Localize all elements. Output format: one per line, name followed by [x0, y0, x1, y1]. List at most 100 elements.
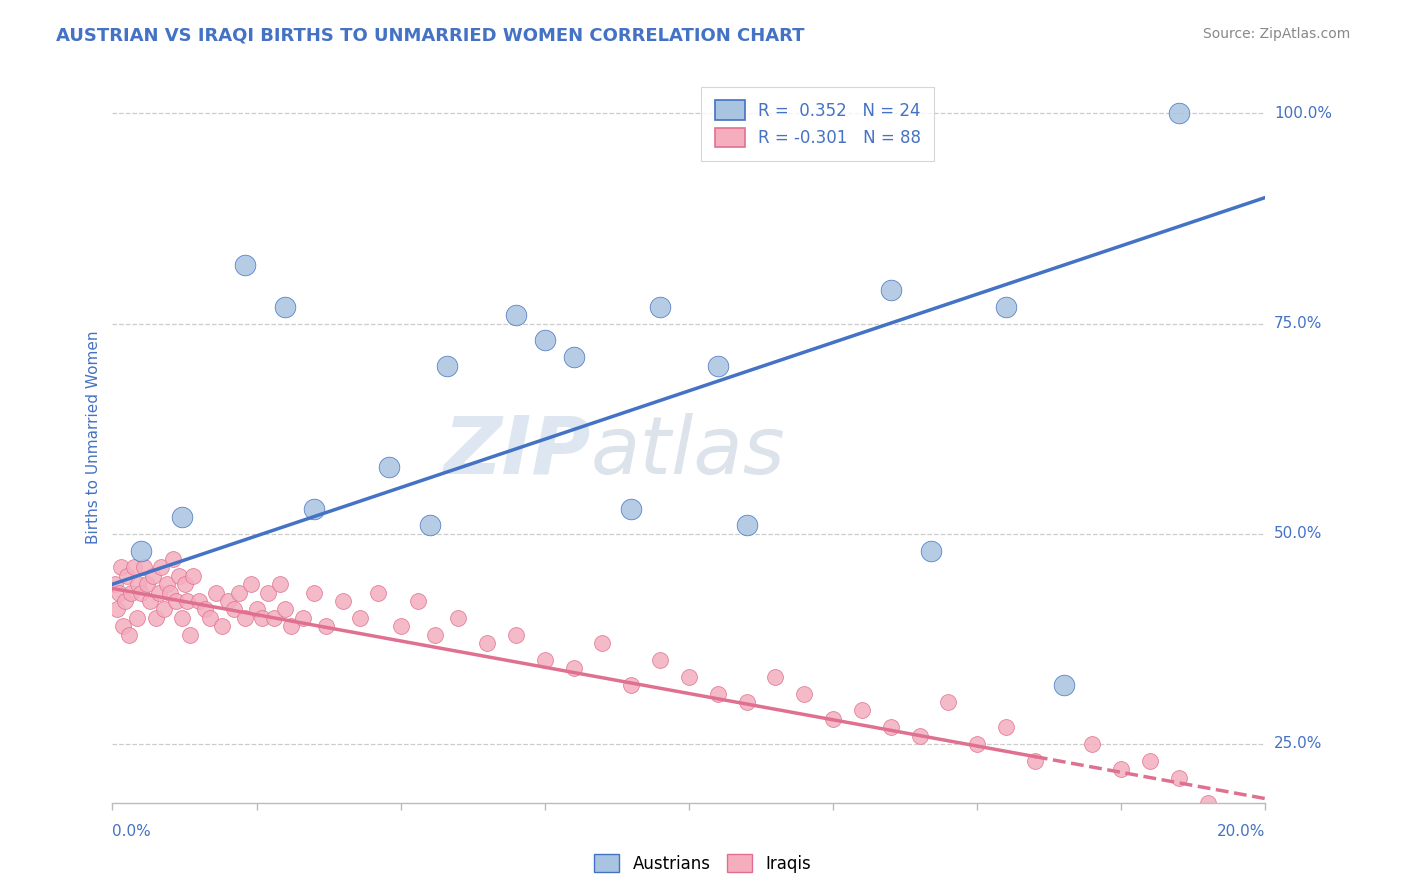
Point [139, 594, 162, 608]
Point [562, 350, 585, 364]
Point [1168, 106, 1191, 120]
Point [332, 594, 354, 608]
Point [127, 577, 149, 591]
Point [217, 594, 239, 608]
Point [1197, 796, 1219, 810]
Point [142, 569, 165, 583]
Point [447, 611, 470, 625]
Point [851, 703, 873, 717]
Point [117, 627, 139, 641]
Point [129, 585, 153, 599]
Text: atlas: atlas [591, 413, 786, 491]
Point [1254, 847, 1277, 861]
Point [367, 585, 389, 599]
Point [145, 611, 167, 625]
Point [274, 300, 297, 314]
Point [179, 627, 201, 641]
Point [349, 611, 371, 625]
Text: Source: ZipAtlas.com: Source: ZipAtlas.com [1202, 27, 1350, 41]
Point [211, 619, 233, 633]
Point [735, 695, 758, 709]
Point [920, 543, 942, 558]
Point [200, 611, 222, 625]
Point [153, 602, 176, 616]
Point [1111, 762, 1133, 776]
Point [650, 653, 672, 667]
Point [534, 334, 557, 348]
Point [995, 720, 1018, 734]
Legend: R =  0.352   N = 24, R = -0.301   N = 88: R = 0.352 N = 24, R = -0.301 N = 88 [702, 87, 934, 161]
Point [406, 594, 429, 608]
Point [111, 619, 134, 633]
Point [134, 560, 156, 574]
Point [173, 577, 195, 591]
Point [908, 729, 931, 743]
Point [1053, 678, 1076, 692]
Point [263, 611, 285, 625]
Point [291, 611, 314, 625]
Point [304, 501, 326, 516]
Point [707, 686, 730, 700]
Point [252, 611, 274, 625]
Point [765, 670, 787, 684]
Point [150, 560, 173, 574]
Point [156, 577, 179, 591]
Point [124, 560, 146, 574]
Point [1226, 813, 1249, 827]
Text: 100.0%: 100.0% [1274, 106, 1331, 121]
Point [620, 501, 643, 516]
Point [650, 300, 672, 314]
Point [966, 737, 988, 751]
Point [269, 577, 291, 591]
Point [425, 627, 447, 641]
Text: 75.0%: 75.0% [1274, 316, 1323, 331]
Text: 20.0%: 20.0% [1218, 824, 1265, 838]
Point [592, 636, 614, 650]
Text: AUSTRIAN VS IRAQI BIRTHS TO UNMARRIED WOMEN CORRELATION CHART: AUSTRIAN VS IRAQI BIRTHS TO UNMARRIED WO… [56, 27, 804, 45]
Point [880, 283, 903, 297]
Point [880, 720, 903, 734]
Point [148, 585, 170, 599]
Point [274, 602, 297, 616]
Point [228, 585, 250, 599]
Text: 0.0%: 0.0% [112, 824, 152, 838]
Point [534, 653, 557, 667]
Point [239, 577, 262, 591]
Point [505, 308, 527, 322]
Point [707, 359, 730, 373]
Point [389, 619, 412, 633]
Text: 25.0%: 25.0% [1274, 737, 1323, 751]
Point [115, 569, 138, 583]
Point [1265, 880, 1288, 892]
Point [105, 602, 128, 616]
Point [125, 611, 148, 625]
Point [505, 627, 527, 641]
Point [1243, 830, 1265, 844]
Point [315, 619, 337, 633]
Point [793, 686, 815, 700]
Point [110, 560, 132, 574]
Point [436, 359, 458, 373]
Text: ZIP: ZIP [443, 413, 591, 491]
Point [108, 585, 131, 599]
Point [176, 594, 198, 608]
Point [181, 569, 204, 583]
Point [1139, 754, 1161, 768]
Point [477, 636, 499, 650]
Y-axis label: Births to Unmarried Women: Births to Unmarried Women [86, 330, 101, 544]
Point [205, 585, 228, 599]
Point [170, 510, 193, 524]
Point [678, 670, 700, 684]
Point [167, 569, 190, 583]
Point [378, 459, 401, 474]
Point [129, 543, 153, 558]
Point [1168, 771, 1191, 785]
Point [136, 577, 159, 591]
Point [120, 585, 142, 599]
Point [419, 518, 441, 533]
Point [821, 712, 844, 726]
Point [159, 585, 181, 599]
Point [280, 619, 302, 633]
Point [233, 611, 256, 625]
Point [735, 518, 758, 533]
